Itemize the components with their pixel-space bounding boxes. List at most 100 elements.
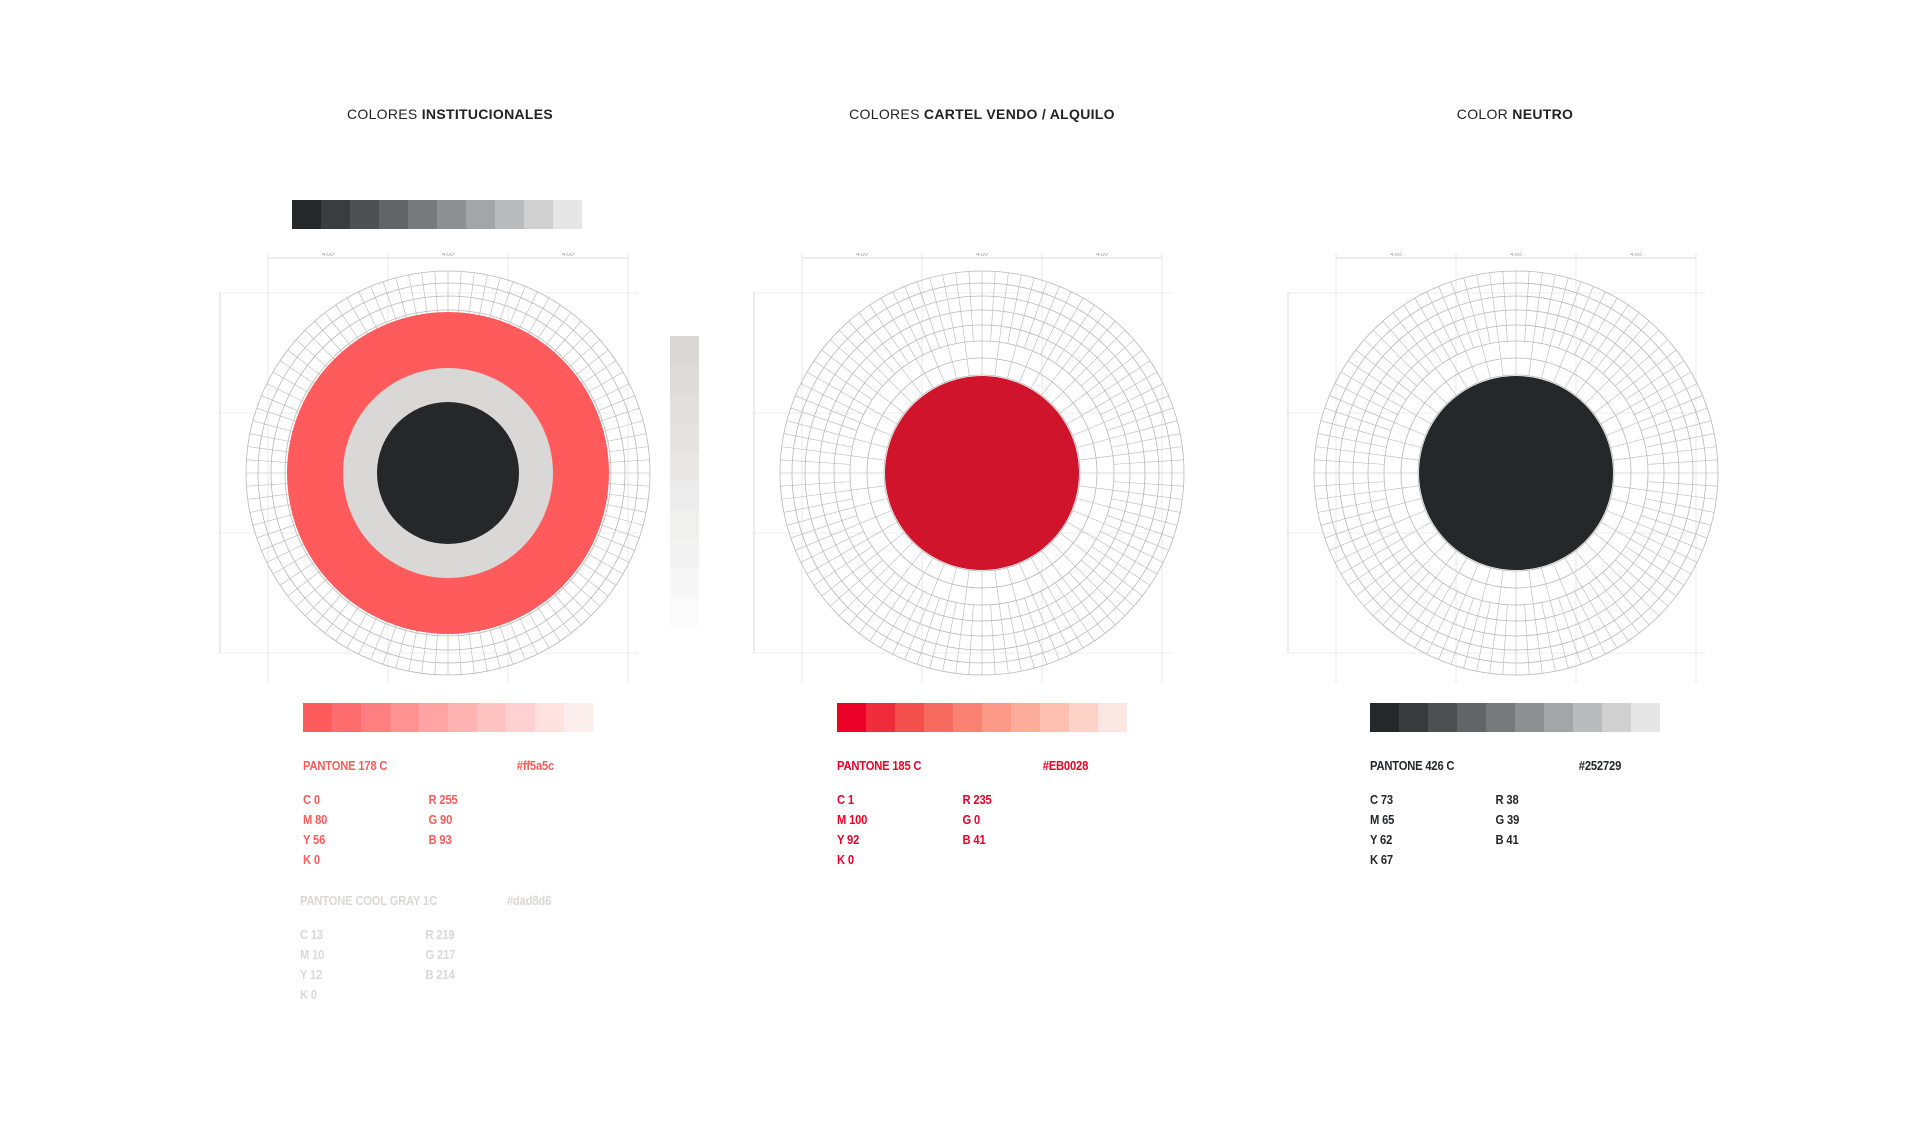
swatch-2 [670, 365, 699, 394]
rgb-r: R 235 [962, 792, 992, 807]
swatch-5 [408, 200, 437, 229]
swatch-3 [895, 703, 924, 732]
swatch-3 [350, 200, 379, 229]
swatch-7 [477, 703, 506, 732]
heading-bold: NEUTRO [1512, 106, 1574, 122]
swatch-8 [1040, 703, 1069, 732]
swatch-8 [495, 200, 524, 229]
rgb-r: R 219 [425, 927, 455, 942]
cmyk-k: K 67 [1370, 852, 1393, 867]
dimension-label: 4.00 [322, 253, 334, 258]
dimension-label: 4.00 [1510, 253, 1522, 258]
gray-tint-strip [292, 200, 582, 229]
swatch-8 [506, 703, 535, 732]
spec-pantone-426: PANTONE 426 C #252729 C 73 M 65 Y 62 K 6… [1370, 758, 1621, 870]
hex-code: #ff5a5c [516, 758, 555, 773]
rgb-g: G 39 [1495, 812, 1520, 827]
swatch-6 [670, 481, 699, 510]
swatch-6 [1515, 703, 1544, 732]
swatch-1 [837, 703, 866, 732]
swatch-9 [670, 568, 699, 597]
heading-bold: CARTEL VENDO / ALQUILO [923, 106, 1115, 122]
swatch-6 [437, 200, 466, 229]
rgb-g: G 0 [962, 812, 981, 827]
swatch-3 [670, 394, 699, 423]
rgb-g: G 90 [428, 812, 453, 827]
construction-grid: 4.004.004.004.004.004.00 [1286, 253, 1719, 683]
hex-code: #dad8d6 [506, 893, 552, 908]
cartel-logo-dial: 4.004.004.004.004.004.00 [752, 253, 1185, 683]
institutional-logo-dial: 4.004.004.004.004.004.00 [218, 253, 651, 683]
heading-normal: COLORES [346, 106, 422, 122]
rgb-b: B 41 [1495, 832, 1519, 847]
cmyk-c: C 1 [837, 792, 854, 807]
swatch-1 [292, 200, 321, 229]
cmyk-k: K 0 [837, 852, 854, 867]
swatch-5 [419, 703, 448, 732]
heading-neutro: COLOR NEUTRO [1255, 106, 1775, 122]
swatch-4 [1457, 703, 1486, 732]
cmyk-values: C 1 M 100 Y 92 K 0 [837, 790, 963, 870]
cmyk-values: C 13 M 10 Y 12 K 0 [300, 925, 426, 1005]
inner-charcoal-disc [377, 402, 519, 544]
swatch-9 [1602, 703, 1631, 732]
pantone-name: PANTONE 426 C [1370, 758, 1455, 773]
swatch-7 [1011, 703, 1040, 732]
swatch-2 [321, 200, 350, 229]
spec-pantone-178: PANTONE 178 C #ff5a5c C 0 M 80 Y 56 K 0 … [303, 758, 554, 870]
pantone-name: PANTONE 178 C [303, 758, 388, 773]
hex-code: #EB0028 [1042, 758, 1089, 773]
swatch-7 [466, 200, 495, 229]
institutional-tint-strip [303, 703, 593, 732]
cmyk-c: C 13 [300, 927, 323, 942]
cartel-tint-strip [837, 703, 1127, 732]
rgb-r: R 38 [1495, 792, 1519, 807]
heading-bold: INSTITUCIONALES [421, 106, 554, 122]
pantone-name: PANTONE COOL GRAY 1C [300, 893, 437, 908]
dimension-label: 4.00 [442, 253, 454, 258]
heading-normal: COLOR [1456, 106, 1513, 122]
swatch-3 [1428, 703, 1457, 732]
swatch-1 [670, 336, 699, 365]
swatch-5 [1486, 703, 1515, 732]
swatch-4 [390, 703, 419, 732]
cmyk-m: M 65 [1370, 812, 1395, 827]
swatch-10 [553, 200, 582, 229]
cool-gray-tint-strip [670, 336, 699, 626]
swatch-6 [448, 703, 477, 732]
swatch-1 [303, 703, 332, 732]
swatch-1 [1370, 703, 1399, 732]
rgb-values: R 38 G 39 B 41 [1496, 790, 1622, 870]
cmyk-values: C 73 M 65 Y 62 K 67 [1370, 790, 1496, 870]
swatch-5 [953, 703, 982, 732]
cmyk-m: M 100 [837, 812, 868, 827]
construction-grid: 4.004.004.004.004.004.00 [752, 253, 1185, 683]
neutral-tint-strip [1370, 703, 1660, 732]
rgb-values: R 235 G 0 B 41 [963, 790, 1089, 870]
rgb-r: R 255 [428, 792, 458, 807]
cmyk-m: M 80 [303, 812, 328, 827]
charcoal-disc [1419, 376, 1613, 570]
swatch-9 [524, 200, 553, 229]
swatch-7 [670, 510, 699, 539]
dimension-label: 4.00 [1390, 253, 1402, 258]
swatch-10 [670, 597, 699, 626]
cmyk-y: Y 56 [303, 832, 326, 847]
spec-pantone-185: PANTONE 185 C #EB0028 C 1 M 100 Y 92 K 0… [837, 758, 1088, 870]
cmyk-k: K 0 [300, 987, 317, 1002]
swatch-4 [924, 703, 953, 732]
rgb-b: B 41 [962, 832, 986, 847]
swatch-10 [1098, 703, 1127, 732]
heading-institucionales: COLORES INSTITUCIONALES [190, 106, 710, 122]
spec-pantone-cool-gray: PANTONE COOL GRAY 1C #dad8d6 C 13 M 10 Y… [300, 893, 551, 1005]
cmyk-y: Y 62 [1370, 832, 1393, 847]
swatch-4 [379, 200, 408, 229]
rgb-values: R 255 G 90 B 93 [429, 790, 555, 870]
cmyk-values: C 0 M 80 Y 56 K 0 [303, 790, 429, 870]
swatch-7 [1544, 703, 1573, 732]
rgb-b: B 214 [425, 967, 455, 982]
swatch-10 [1631, 703, 1660, 732]
rgb-b: B 93 [428, 832, 452, 847]
swatch-3 [361, 703, 390, 732]
heading-cartel: COLORES CARTEL VENDO / ALQUILO [722, 106, 1242, 122]
